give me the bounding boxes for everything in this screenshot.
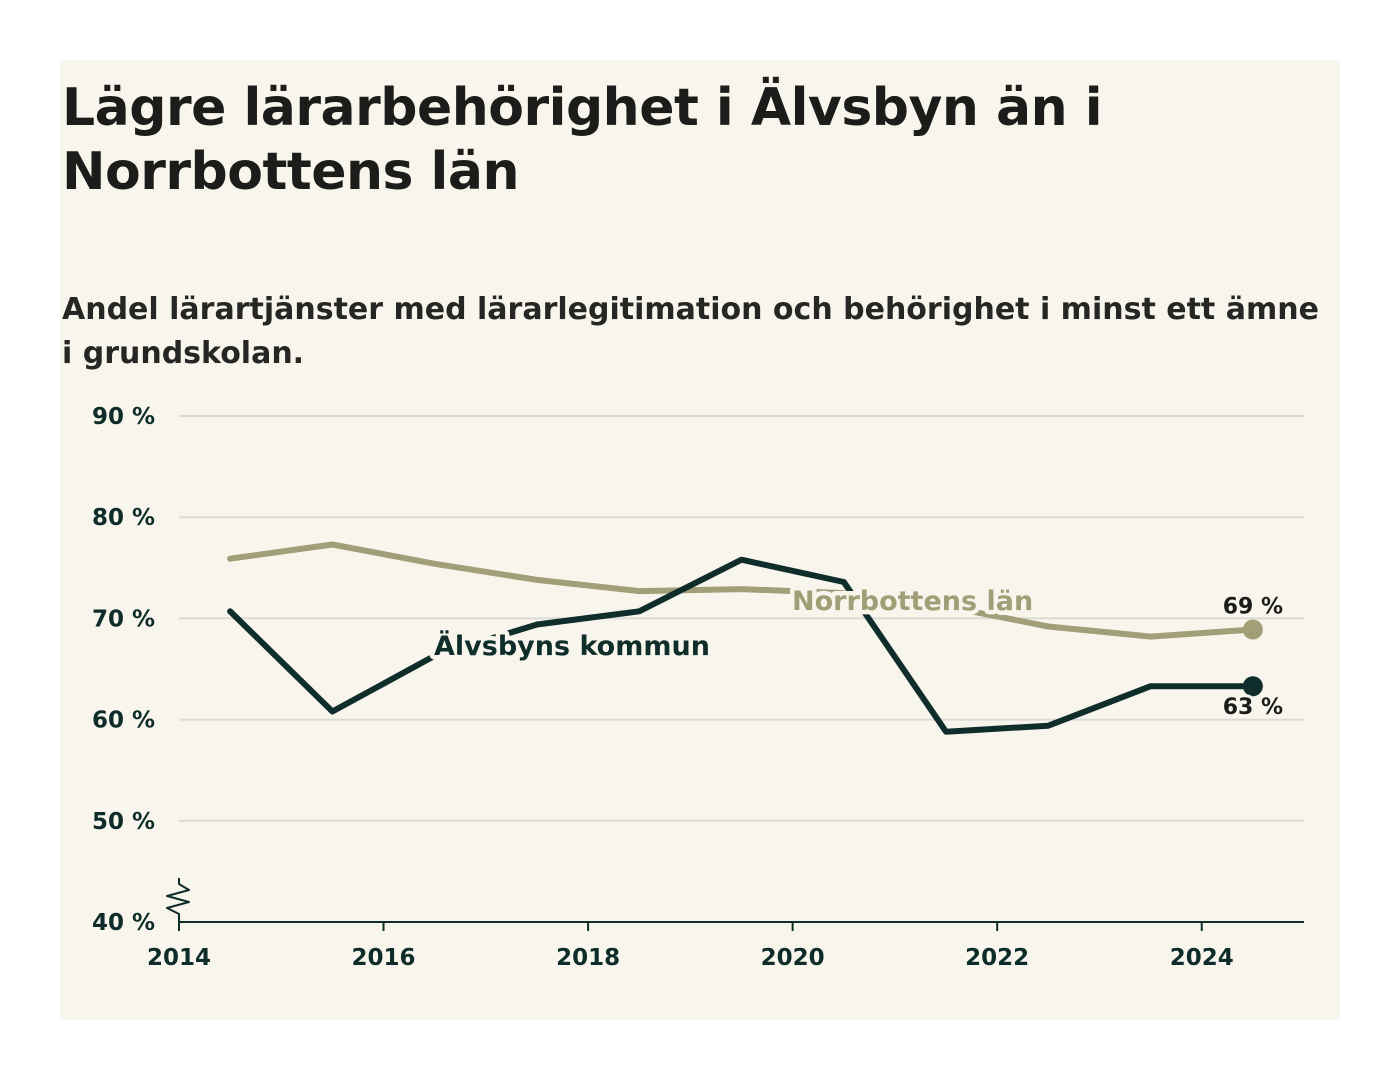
- x-tick-label: 2022: [965, 945, 1029, 971]
- series-label-alvsbyn-halo: Älvsbyns kommun: [434, 630, 710, 662]
- y-tick-label: 90 %: [92, 404, 155, 430]
- y-tick-label: 50 %: [92, 809, 155, 835]
- x-tick-label: 2020: [761, 945, 825, 971]
- series-label-alvsbyn: Älvsbyns kommun: [434, 630, 710, 662]
- y-tick-label: 70 %: [92, 606, 155, 632]
- end-value-label-norrbotten: 69 %: [1223, 595, 1283, 620]
- series-label-norrbotten-halo: Norrbottens län: [792, 586, 1033, 617]
- y-tick-label: 40 %: [92, 910, 155, 936]
- series-line-norrbotten: [227, 541, 1256, 640]
- series-endpoint-alvsbyn: [1242, 676, 1263, 697]
- series-label-norrbotten: Norrbottens län: [792, 586, 1033, 617]
- x-tick-label: 2018: [556, 945, 620, 971]
- end-value-label-alvsbyn: 63 %: [1223, 695, 1283, 720]
- chart-card: [60, 60, 1340, 1020]
- x-tick-label: 2014: [147, 945, 211, 971]
- series-endpoint-norrbotten: [1242, 619, 1263, 640]
- x-tick-label: 2016: [352, 945, 416, 971]
- chart-title: Lägre lärarbehörighet i Älvsbyn än i Nor…: [62, 78, 1103, 202]
- y-tick-label: 60 %: [92, 708, 155, 734]
- y-tick-label: 80 %: [92, 505, 155, 531]
- axis-break-icon: [166, 878, 190, 922]
- x-tick-label: 2024: [1170, 945, 1234, 971]
- series-line-alvsbyn: [227, 556, 1256, 735]
- chart-subtitle: Andel lärartjänster med lärarlegitimatio…: [62, 292, 1319, 371]
